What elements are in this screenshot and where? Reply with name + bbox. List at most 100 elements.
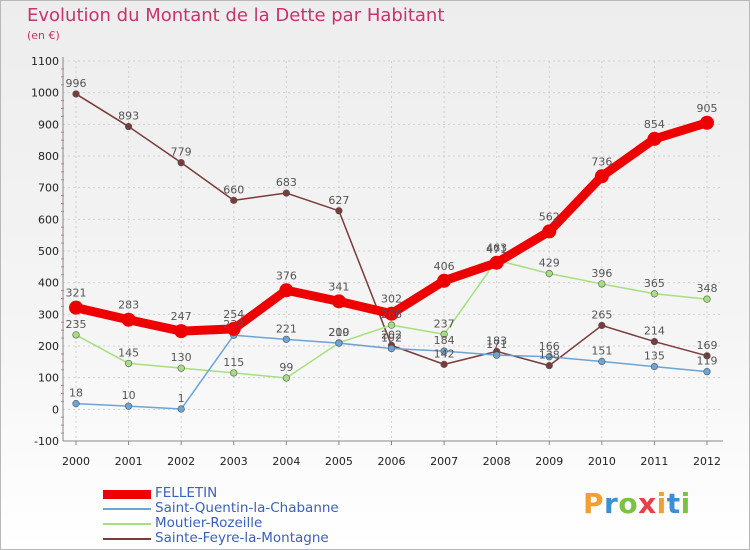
data-label: 235 [66, 318, 87, 331]
data-label: 221 [276, 322, 297, 335]
data-point-1 [598, 357, 606, 366]
data-label: 183 [486, 334, 507, 347]
data-label: 1 [178, 392, 185, 405]
data-point-3 [124, 122, 133, 131]
data-point-0 [69, 300, 83, 315]
legend-swatch [103, 508, 151, 510]
x-tick-label: 2004 [272, 455, 300, 468]
proxiti-logo: Proxiti [583, 487, 691, 520]
data-point-1 [650, 362, 659, 371]
y-tick-label: 100 [38, 372, 59, 385]
data-label: 209 [328, 326, 349, 339]
data-point-0 [226, 321, 241, 336]
data-label: 184 [434, 334, 455, 347]
data-point-1 [545, 353, 553, 361]
data-label: 115 [223, 356, 244, 369]
data-point-3 [177, 159, 185, 167]
data-point-2 [545, 269, 553, 278]
data-label: 406 [434, 260, 455, 273]
legend-label: Sainte-Feyre-la-Montagne [155, 530, 329, 546]
data-point-0 [647, 131, 662, 146]
data-label: 283 [118, 299, 139, 312]
data-point-0 [437, 273, 452, 288]
x-tick-label: 2003 [220, 455, 248, 468]
data-point-1 [387, 344, 396, 353]
data-point-2 [282, 374, 290, 382]
data-point-1 [177, 405, 185, 413]
data-label: 202 [381, 328, 402, 341]
chart-unit: (en €) [27, 29, 60, 42]
data-label: 210 [328, 326, 349, 339]
data-point-1 [335, 339, 343, 347]
data-label: 429 [539, 256, 560, 269]
data-point-1 [440, 347, 448, 355]
data-label: 348 [697, 282, 718, 295]
data-point-2 [124, 359, 133, 368]
data-point-2 [703, 295, 711, 303]
data-label: 736 [591, 155, 612, 168]
data-point-3 [440, 360, 448, 368]
logo-letter: t [666, 487, 681, 520]
y-tick-label: 600 [38, 213, 59, 226]
data-point-1 [124, 402, 133, 410]
logo-letter: P [583, 487, 605, 520]
data-label: 321 [66, 287, 87, 300]
data-point-0 [121, 312, 136, 327]
data-point-0 [174, 324, 189, 339]
data-label: 214 [644, 325, 665, 338]
logo-letter: i [680, 487, 691, 520]
data-label: 138 [539, 349, 560, 362]
legend-label: Saint-Quentin-la-Chabanne [155, 500, 339, 516]
data-label: 854 [644, 118, 665, 131]
data-point-3 [545, 362, 553, 370]
legend-swatch [103, 538, 151, 540]
data-point-3 [598, 321, 606, 330]
data-point-3 [335, 207, 343, 215]
y-tick-label: 500 [38, 245, 59, 258]
y-tick-label: 400 [38, 277, 59, 290]
data-point-1 [703, 368, 711, 376]
data-label: 996 [66, 77, 87, 90]
data-label: 10 [122, 389, 136, 402]
data-label: 166 [539, 340, 560, 353]
data-point-1 [282, 335, 290, 343]
legend-swatch [103, 489, 151, 499]
x-tick-label: 2012 [693, 455, 721, 468]
data-point-0 [542, 224, 557, 239]
data-label: 130 [171, 351, 192, 364]
data-point-0 [594, 169, 609, 184]
data-label: 341 [328, 280, 349, 293]
data-label: 237 [434, 317, 455, 330]
logo-letter: i [656, 487, 667, 520]
data-point-2 [230, 369, 238, 377]
data-point-2 [598, 280, 606, 288]
data-label: 171 [486, 338, 507, 351]
legend-swatch [103, 523, 151, 525]
data-label: 562 [539, 210, 560, 223]
y-tick-label: 900 [38, 118, 59, 131]
data-label: 396 [591, 267, 612, 280]
y-tick-label: 1100 [31, 55, 59, 68]
y-tick-label: 1000 [31, 87, 59, 100]
logo-letter: r [604, 487, 619, 520]
data-point-2 [177, 364, 185, 372]
data-point-2 [387, 321, 396, 329]
data-point-3 [230, 196, 238, 204]
data-point-0 [279, 283, 294, 298]
y-tick-label: 0 [52, 403, 59, 416]
x-tick-label: 2005 [325, 455, 353, 468]
data-label: 135 [644, 350, 665, 363]
data-label: 234 [223, 318, 244, 331]
data-point-1 [72, 400, 80, 408]
data-point-0 [331, 294, 346, 309]
data-label: 471 [486, 243, 507, 256]
data-point-3 [650, 337, 659, 346]
data-label: 365 [644, 277, 665, 290]
x-tick-label: 2010 [588, 455, 616, 468]
data-point-2 [650, 290, 659, 298]
data-point-0 [384, 306, 399, 321]
data-point-0 [489, 255, 504, 270]
x-tick-label: 2000 [62, 455, 90, 468]
x-tick-label: 2011 [640, 455, 668, 468]
